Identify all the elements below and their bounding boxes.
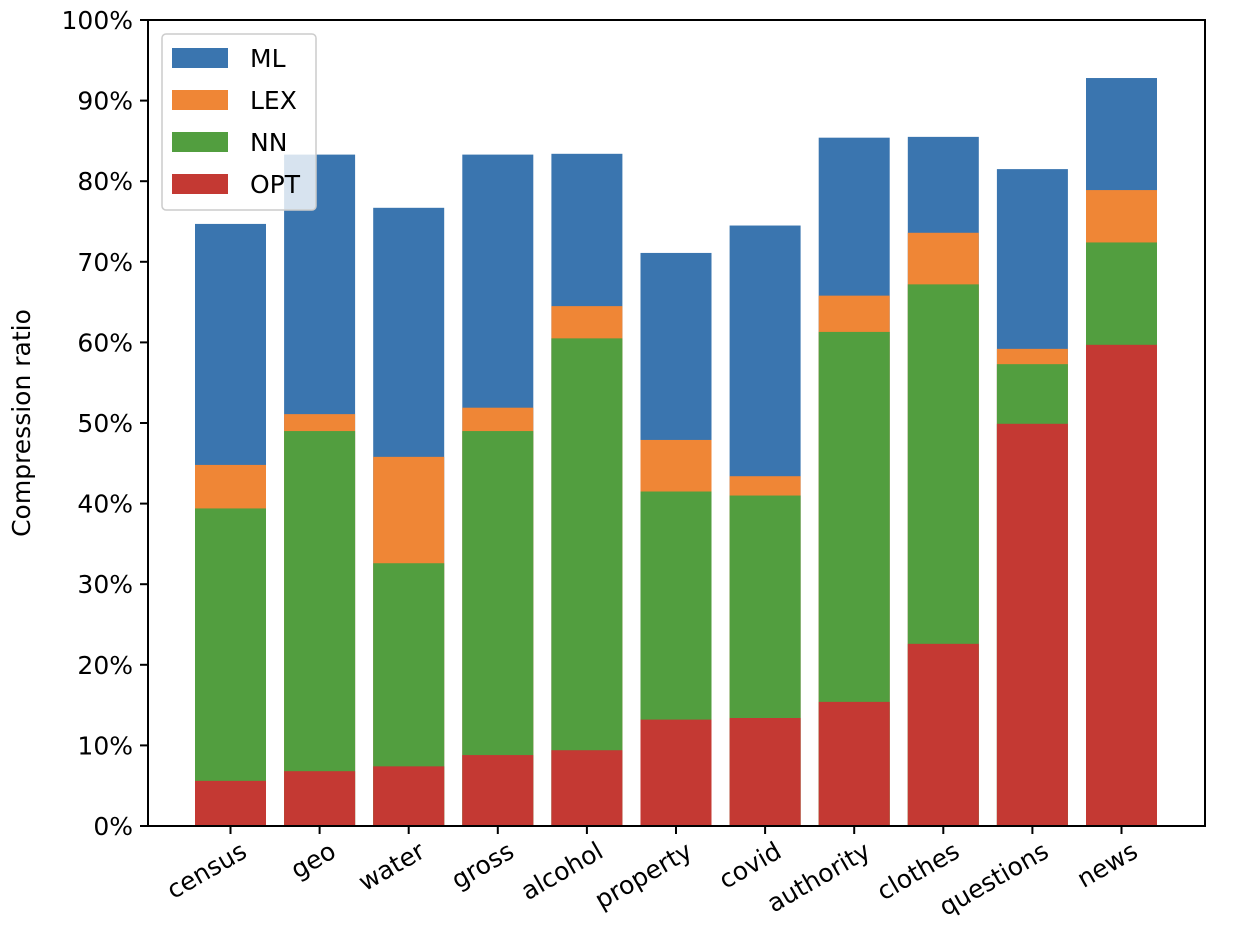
bar-opt-questions — [996, 423, 1068, 826]
legend-swatch-opt — [172, 174, 228, 194]
legend-box — [161, 33, 317, 211]
y-tick-label: 100% — [62, 6, 133, 35]
y-tick-label: 80% — [77, 167, 133, 196]
series-opt — [195, 344, 1157, 826]
bar-opt-clothes — [907, 643, 979, 826]
legend-label-opt: OPT — [250, 170, 301, 199]
bar-opt-property — [640, 719, 712, 826]
y-tick-label: 40% — [77, 490, 133, 519]
bar-opt-authority — [818, 701, 890, 826]
y-tick-label: 50% — [77, 409, 133, 438]
legend: ML LEX NN OPT — [161, 33, 317, 211]
bars-layer — [195, 78, 1157, 827]
y-tick-label: 70% — [77, 248, 133, 277]
legend-label-lex: LEX — [250, 86, 297, 115]
y-tick-label: 90% — [77, 87, 133, 116]
y-tick-label: 60% — [77, 328, 133, 357]
bar-opt-gross — [462, 755, 534, 826]
y-tick-label: 30% — [77, 570, 133, 599]
y-axis-title: Compression ratio — [7, 309, 36, 537]
bar-opt-water — [373, 766, 445, 826]
bar-opt-geo — [284, 771, 356, 826]
y-tick-label: 0% — [93, 812, 133, 841]
bar-opt-news — [1086, 344, 1157, 826]
y-tick-label: 10% — [77, 731, 133, 760]
bar-nn-geo — [284, 431, 356, 826]
bar-opt-alcohol — [551, 750, 623, 826]
bar-nn-alcohol — [551, 338, 623, 826]
legend-swatch-nn — [172, 132, 228, 152]
legend-swatch-lex — [172, 90, 228, 110]
y-tick-label: 20% — [77, 651, 133, 680]
legend-label-nn: NN — [250, 128, 287, 157]
bar-opt-census — [195, 780, 266, 826]
legend-swatch-ml — [172, 48, 228, 68]
bar-nn-census — [195, 508, 266, 826]
bar-opt-covid — [729, 718, 801, 826]
y-tick-labels: 0% 10% 20% 30% 40% 50% 60% 70% 80% 90% 100% — [62, 6, 148, 841]
legend-label-ml: ML — [250, 44, 286, 73]
